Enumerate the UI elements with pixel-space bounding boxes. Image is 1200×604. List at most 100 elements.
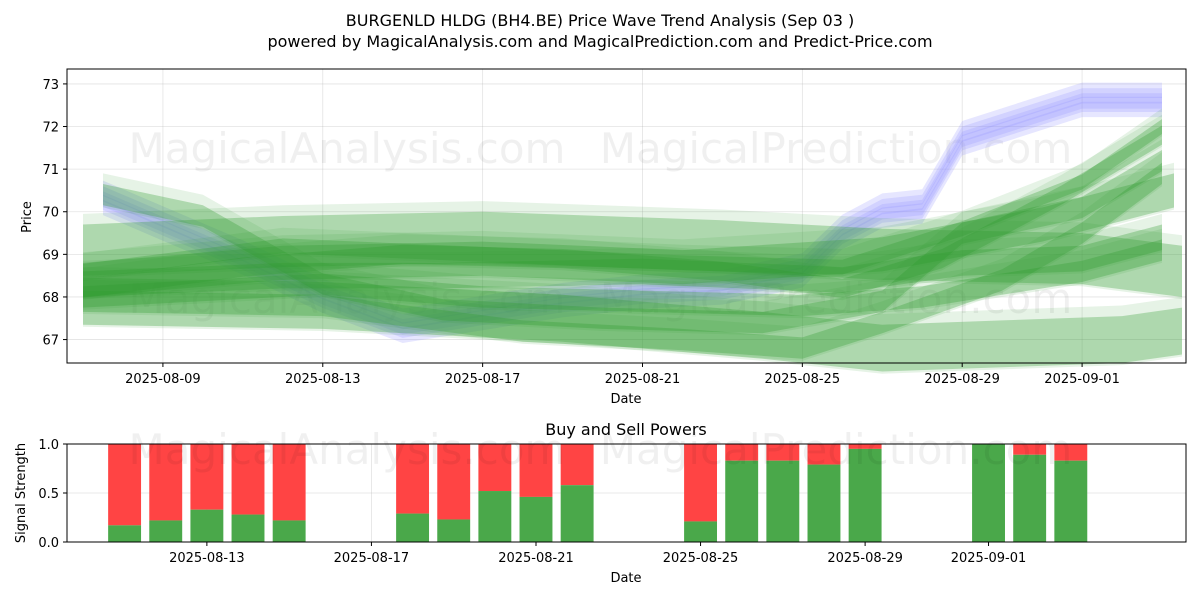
sell-power-bar (108, 444, 142, 526)
sell-power-bar (478, 444, 512, 492)
power-ytick-label: 0.0 (38, 536, 59, 551)
price-ytick-label: 68 (42, 291, 59, 306)
watermark-prediction-bottom: MagicalPrediction.com (600, 425, 1073, 474)
green-wave-shadow (103, 139, 1162, 336)
buy-power-bar (848, 448, 882, 542)
price-axes: 2025-08-09 2025-08-13 2025-08-17 2025-08-21… (42, 78, 1119, 387)
green-wave-band (83, 211, 1182, 297)
green-wave-band (83, 277, 1182, 372)
sell-power-bar (272, 444, 306, 521)
sell-power-bar (560, 444, 594, 486)
sell-power-bar (807, 444, 841, 465)
sell-power-bar (766, 444, 800, 461)
power-y-label: Signal Strength (14, 443, 29, 543)
power-xtick-label: 2025-08-21 (498, 551, 574, 566)
price-xtick-label: 2025-08-17 (445, 372, 521, 387)
price-xtick-label: 2025-08-13 (285, 372, 361, 387)
watermark-analysis-bottom: MagicalAnalysis.com (129, 425, 566, 474)
blue-wave-band (103, 96, 1162, 338)
blue-wave-band (103, 93, 1162, 335)
green-wave-shadow (83, 201, 1182, 300)
buy-power-bar (108, 525, 142, 542)
sell-power-bar (725, 444, 759, 461)
price-xtick-label: 2025-08-29 (924, 372, 1000, 387)
power-axes: 2025-08-13 2025-08-17 2025-08-21 2025-08-25… (38, 438, 1026, 566)
price-y-label: Price (20, 201, 35, 233)
buy-power-bar (149, 520, 183, 542)
buy-power-bar (231, 514, 265, 542)
sell-power-bar (1013, 444, 1047, 455)
price-wave-bands (83, 82, 1182, 374)
chart-title: BURGENLD HLDG (BH4.BE) Price Wave Trend … (346, 11, 854, 30)
buy-power-bar (478, 491, 512, 542)
green-wave-shadow (83, 108, 1162, 282)
watermark-analysis-mid: MagicalAnalysis.com (129, 274, 566, 323)
power-title: Buy and Sell Powers (545, 420, 707, 439)
power-ytick-label: 0.5 (38, 487, 59, 502)
power-bars (108, 444, 1088, 542)
green-wave-shadow (83, 213, 1162, 300)
price-xtick-label: 2025-08-09 (125, 372, 201, 387)
green-wave-band (103, 150, 1162, 334)
green-wave-band (83, 119, 1162, 279)
sell-power-bar (519, 444, 553, 497)
power-xtick-label: 2025-09-01 (951, 551, 1027, 566)
sell-power-bar (437, 444, 471, 520)
price-ytick-label: 70 (42, 206, 59, 221)
power-xtick-label: 2025-08-29 (827, 551, 903, 566)
sell-power-bar (684, 444, 718, 522)
green-wave-band (83, 173, 1174, 297)
blue-wave-band (103, 82, 1162, 324)
blue-wave-band (103, 88, 1162, 330)
watermark-prediction-top: MagicalPrediction.com (600, 124, 1073, 173)
green-wave-shadow (83, 228, 1162, 319)
buy-power-bar (396, 513, 430, 542)
sell-power-bar (231, 444, 265, 515)
price-ytick-label: 73 (42, 78, 59, 93)
buy-power-bar (1013, 454, 1047, 542)
buy-power-bar (725, 460, 759, 542)
buy-power-bar (766, 460, 800, 542)
buy-power-bar (190, 509, 224, 542)
blue-wave-band (103, 101, 1162, 343)
price-xtick-label: 2025-08-21 (605, 372, 681, 387)
power-xtick-label: 2025-08-13 (169, 551, 245, 566)
price-grid (67, 69, 1186, 363)
power-x-label: Date (610, 571, 641, 586)
sell-power-bar (149, 444, 183, 521)
power-plot-frame (66, 443, 1187, 543)
green-wave-shadow (83, 114, 1162, 301)
buy-power-bar (684, 521, 718, 542)
price-xtick-label: 2025-08-25 (765, 372, 841, 387)
price-xtick-label: 2025-09-01 (1044, 372, 1120, 387)
power-panel: Buy and Sell Powers MagicalAnalysis.com … (14, 420, 1187, 586)
price-plot-frame (66, 68, 1187, 364)
price-ytick-label: 67 (42, 334, 59, 349)
green-wave-band (83, 162, 1162, 359)
sell-power-bar (848, 444, 882, 449)
sell-power-bar (1054, 444, 1088, 461)
buy-power-bar (1054, 460, 1088, 542)
sell-power-bar (396, 444, 430, 514)
green-wave-band (83, 224, 1162, 297)
sell-power-bar (190, 444, 224, 510)
green-wave-band (83, 239, 1162, 317)
power-xtick-label: 2025-08-25 (663, 551, 739, 566)
buy-power-bar (807, 464, 841, 542)
green-wave-shadow (83, 152, 1162, 361)
green-wave-shadow (83, 162, 1174, 300)
watermark-analysis-top: MagicalAnalysis.com (129, 124, 566, 173)
buy-power-bar (972, 444, 1005, 542)
buy-power-bar (519, 496, 553, 542)
buy-power-bar (560, 485, 594, 542)
price-ytick-label: 72 (42, 121, 59, 136)
buy-power-bar (272, 520, 306, 542)
power-ytick-label: 1.0 (38, 438, 59, 453)
green-wave-band (83, 125, 1162, 298)
chart-subtitle: powered by MagicalAnalysis.com and Magic… (267, 32, 932, 51)
price-ytick-label: 69 (42, 248, 59, 263)
price-panel: MagicalAnalysis.com MagicalPrediction.co… (20, 68, 1187, 407)
green-wave-shadow (83, 267, 1182, 374)
buy-power-bar (437, 519, 471, 542)
